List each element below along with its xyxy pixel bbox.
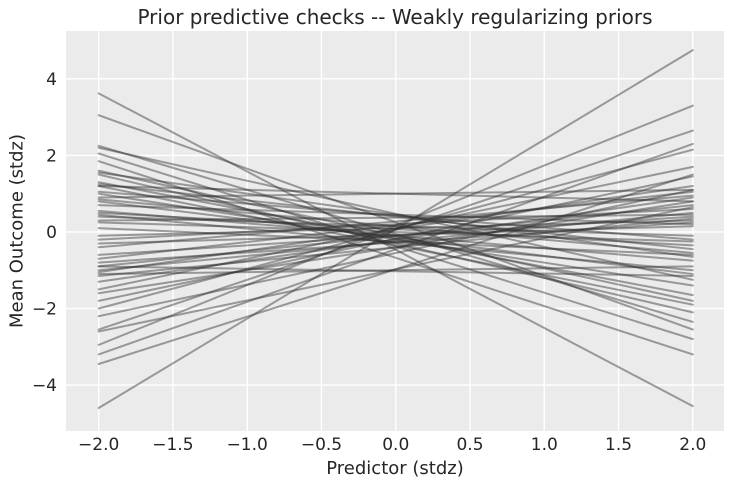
prior-predictive-line [97,92,694,408]
prior-predictive-line [97,194,694,249]
x-tick-label: −0.5 [301,435,342,455]
x-tick-label: 0.0 [382,435,409,455]
prior-predictive-line [97,211,694,272]
prior-predictive-line [97,190,694,241]
x-tick-label: −1.0 [227,435,268,455]
prior-predictive-line [97,142,694,356]
y-tick-label: 0 [46,223,57,243]
prior-predictive-line [97,211,694,247]
prior-predictive-line [97,175,694,302]
prior-predictive-line [97,185,694,306]
prior-predictive-line [97,196,694,283]
prior-predictive-line [97,265,694,277]
prior-predictive-line [97,185,694,203]
prior-predictive-line [97,213,694,272]
prior-predictive-line [97,171,694,258]
prior-predictive-line [97,188,694,199]
prior-predictive-line [97,209,694,262]
x-tick-label: 2.0 [679,435,706,455]
prior-predictive-line [97,225,694,245]
x-tick-label: 1.5 [605,435,632,455]
prior-predictive-line [97,198,694,255]
prior-predictive-line [97,200,694,276]
prior-predictive-line [97,165,694,291]
prior-predictive-line [97,204,694,268]
prior-predictive-line [97,188,694,318]
y-tick-label: −2 [32,299,57,319]
prior-predictive-line [97,152,694,341]
prior-predictive-line [97,183,694,251]
prior-predictive-line [97,215,694,237]
prior-predictive-line [97,221,694,264]
x-tick-label: −1.5 [152,435,193,455]
prior-predictive-line [97,185,694,274]
x-tick-label: −2.0 [78,435,119,455]
prior-predictive-line [97,148,694,310]
prior-predictive-line [97,146,694,281]
prior-predictive-line [97,206,694,333]
y-tick-label: −4 [32,376,57,396]
prior-predictive-line [97,213,694,222]
prior-predictive-line [97,144,694,323]
prior-predictive-line [97,190,694,260]
prior-predictive-line [97,114,694,331]
prior-predictive-line [97,227,694,256]
prior-predictive-line [97,49,694,410]
y-tick-label: 4 [46,70,57,90]
prior-predictive-line [97,221,694,243]
prior-predictive-line [97,129,694,331]
prior-predictive-line [97,207,694,241]
prior-predictive-line [97,200,694,295]
prior-predictive-line [97,217,694,277]
x-axis-label: Predictor (stdz) [326,458,464,479]
prior-predictive-line [97,215,694,256]
prior-predictive-line [97,173,694,314]
prior-predictive-line [97,265,694,276]
x-tick-label: 1.0 [531,435,558,455]
prior-predictive-line [97,181,694,297]
prior-predictive-line [97,204,694,226]
y-tick-label: 2 [46,146,57,166]
prior-predictive-line [97,173,694,366]
x-tick-label: 0.5 [456,435,483,455]
prior-predictive-line [97,160,694,356]
axes-background [66,31,724,431]
chart-title: Prior predictive checks -- Weakly regula… [137,5,653,29]
prior-predictive-line [97,219,694,237]
prior-predictive-line [97,169,694,302]
prior-predictive-line [97,104,694,346]
prior-predictive-line [97,192,694,287]
